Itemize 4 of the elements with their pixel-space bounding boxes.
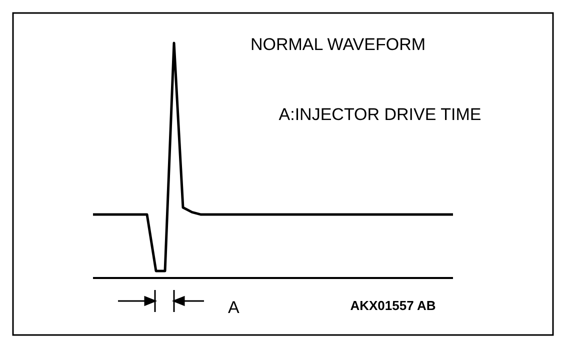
annotation: A:INJECTOR DRIVE TIME <box>278 105 482 124</box>
text: A <box>228 298 240 317</box>
text: AKX01557 AB <box>350 298 436 313</box>
annotation: NORMAL WAVEFORM <box>250 35 426 54</box>
